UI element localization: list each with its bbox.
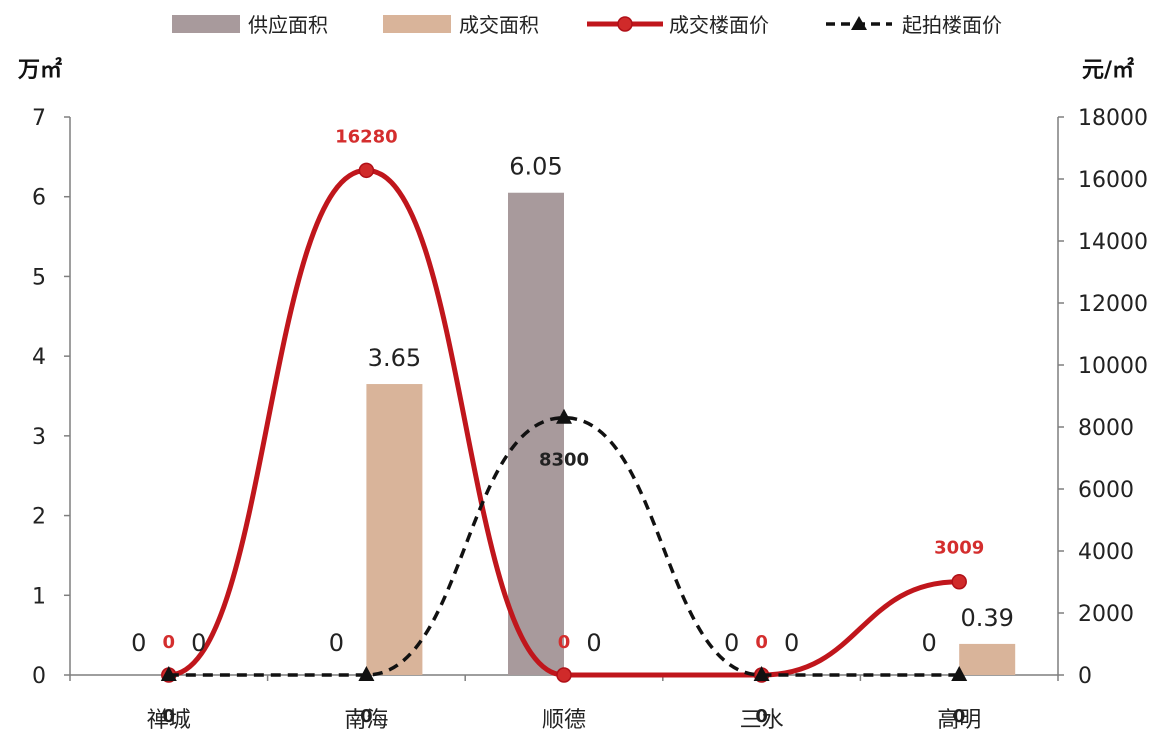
bar-value-label: 0 [329,629,344,657]
deal-price-label: 3009 [934,538,984,559]
start-price-label: 0 [953,706,966,727]
legend-label: 成交面积 [459,13,539,37]
deal-price-point [951,573,967,590]
bar-value-label: 0.39 [960,604,1013,632]
deal-price-label: 0 [558,632,571,653]
bar-value-label: 6.05 [509,153,562,181]
x-tick-label: 禅城 [147,708,191,733]
left-tick-label: 1 [32,584,46,609]
bar-value-label: 0 [586,629,601,657]
start-price-point [951,666,968,681]
left-tick-label: 0 [32,664,46,689]
right-axis-unit: 元/㎡ [1082,57,1134,83]
bar-deal [959,643,1016,675]
start-price-label: 0 [755,706,768,727]
left-tick-label: 7 [32,106,46,131]
start-price-point [358,666,375,681]
legend-marker [617,16,633,32]
legend-label: 起拍楼面价 [902,13,1002,37]
right-tick-label: 14000 [1078,230,1148,255]
start-price-label: 8300 [539,450,589,471]
start-price-point [753,666,770,681]
bar-value-label: 0 [784,629,799,657]
start-price-label: 0 [360,706,373,727]
left-tick-label: 4 [32,345,46,370]
right-tick-label: 4000 [1078,540,1134,565]
start-price-point [160,666,177,681]
bar-value-label: 0 [922,629,937,657]
bar-supply [508,192,564,675]
right-tick-label: 18000 [1078,106,1148,131]
left-tick-label: 6 [32,186,46,211]
right-tick-label: 10000 [1078,354,1148,379]
legend-swatch [383,15,451,33]
right-tick-label: 12000 [1078,292,1148,317]
start-price-point [556,408,572,424]
right-tick-label: 6000 [1078,478,1134,503]
right-tick-label: 16000 [1078,168,1148,193]
x-tick-label: 南海 [344,708,388,733]
x-tick-label: 三水 [740,708,784,733]
left-tick-label: 3 [32,425,46,450]
left-tick-label: 5 [32,265,46,290]
right-tick-label: 0 [1078,664,1092,689]
left-tick-label: 2 [32,505,46,530]
deal-price-label: 0 [755,632,768,653]
deal-price-point [556,667,572,683]
legend-marker [851,16,867,30]
legend-swatch [172,15,240,33]
deal-price-line [168,167,960,678]
right-tick-label: 8000 [1078,416,1134,441]
legend: 供应面积 成交面积 成交楼面价 起拍楼面价 [172,13,1002,37]
legend-label: 供应面积 [248,13,328,37]
start-price-line [168,415,960,677]
right-tick-label: 2000 [1078,602,1134,627]
left-axis-unit: 万㎡ [17,57,62,83]
bar-deal [366,384,423,675]
bars [366,192,1016,675]
axes: 0 1 2 3 4 5 6 7 0 2000 4000 6000 8000 10000 12000 14000… [32,106,1148,733]
bar-value-label: 0 [191,629,206,657]
x-tick-label: 顺德 [542,708,586,733]
x-tick-label: 高明 [937,708,981,733]
bar-value-label: 0 [724,629,739,657]
start-price-label: 0 [163,706,176,727]
bar-value-label: 3.65 [368,344,421,372]
legend-label: 成交楼面价 [669,13,769,37]
deal-price-label: 0 [163,632,176,653]
lines [160,162,968,683]
bar-value-label: 0 [131,629,146,657]
deal-price-label: 16280 [335,126,398,147]
deal-price-point [358,162,375,179]
